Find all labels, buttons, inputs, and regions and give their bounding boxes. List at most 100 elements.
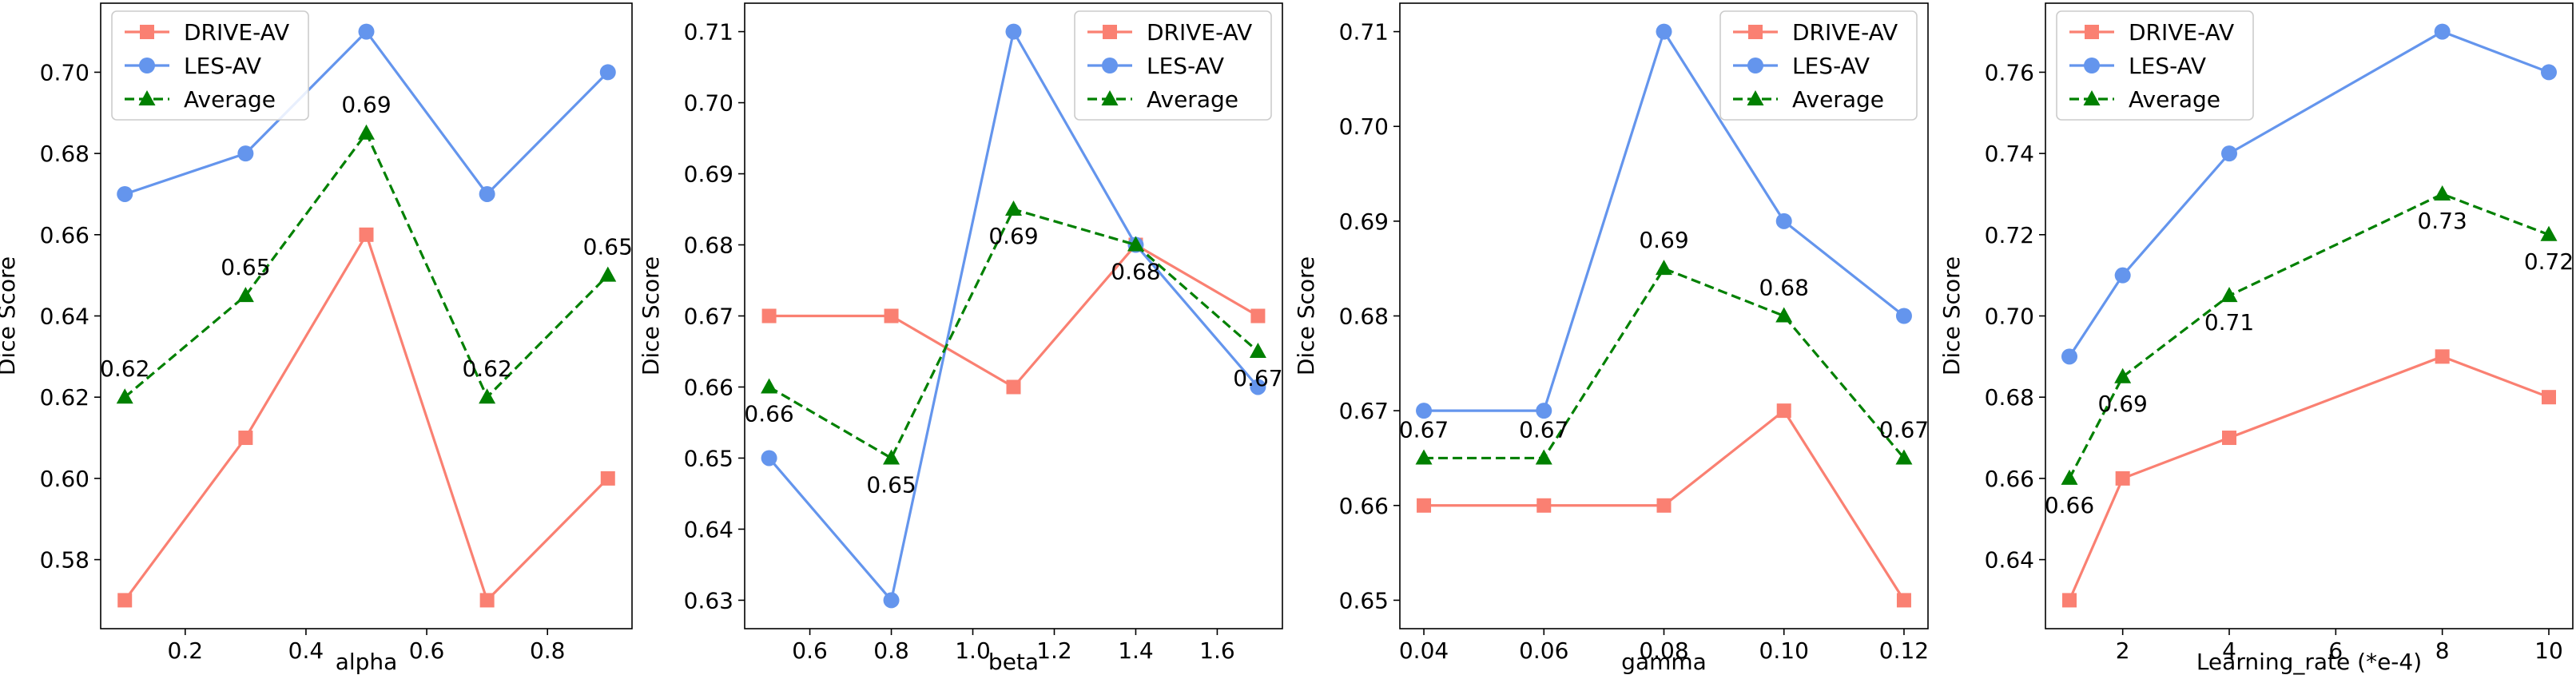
legend-marker-les-av <box>139 58 155 73</box>
x-tick-label: 0.12 <box>1879 637 1929 664</box>
x-tick-label: 1.2 <box>1036 637 1072 664</box>
x-tick-label: 8 <box>2435 637 2450 664</box>
y-tick-label: 0.71 <box>684 19 733 46</box>
data-point-les-av <box>1416 403 1433 419</box>
y-axis-label: Dice Score <box>1293 256 1319 375</box>
chart-panel-3: 0.04 0.06 0.08 0.10 0.12 0.65 0.66 0.67 0.68 0.69… <box>1293 2 1929 675</box>
legend-marker-drive-av <box>140 25 154 39</box>
data-point-average <box>2114 367 2132 383</box>
legend-label-les-av: LES-AV <box>184 53 261 79</box>
y-tick-label: 0.66 <box>684 374 733 400</box>
legend-marker-les-av <box>1747 58 1763 73</box>
data-point-les-av <box>599 64 616 81</box>
series-average <box>2061 185 2558 485</box>
x-axis-label: alpha <box>336 649 398 675</box>
data-point-les-av <box>1005 23 1022 40</box>
legend-label-les-av: LES-AV <box>1792 53 1870 79</box>
x-tick-label: 0.04 <box>1399 637 1449 664</box>
series-line-drive-av <box>123 233 609 602</box>
data-point-drive-av <box>359 227 374 242</box>
series-les-av <box>2061 23 2557 365</box>
y-tick-label: 0.69 <box>684 161 733 188</box>
data-point-drive-av <box>1656 498 1672 513</box>
chart-panel-2: 0.6 0.8 1.0 1.2 1.4 1.6 0.63 0.64 0.65 0.66 0.67 0.… <box>638 2 1283 675</box>
x-axis-label: beta <box>988 649 1039 675</box>
legend: DRIVE-AV LES-AV Average <box>1719 10 1918 121</box>
legend-marker-drive-av <box>2085 25 2099 39</box>
series-drive-av <box>761 237 1266 395</box>
data-point-les-av <box>2114 267 2131 284</box>
y-tick-label: 0.67 <box>1339 398 1389 424</box>
legend: DRIVE-AV LES-AV Average <box>111 10 309 121</box>
data-point-average <box>237 287 254 303</box>
data-point-les-av <box>1656 23 1672 40</box>
data-point-les-av <box>2541 64 2557 81</box>
y-axis-label: Dice Score <box>0 256 20 375</box>
data-point-average <box>2220 287 2238 303</box>
average-value-label: 0.66 <box>744 400 793 427</box>
legend-label-average: Average <box>184 86 276 113</box>
legend-marker-drive-av <box>1748 25 1763 39</box>
data-point-drive-av <box>1417 498 1432 513</box>
data-point-drive-av <box>2542 390 2556 405</box>
average-value-label: 0.65 <box>583 234 633 260</box>
legend-label-drive-av: DRIVE-AV <box>1792 19 1898 46</box>
data-point-drive-av <box>1006 379 1021 395</box>
x-tick-label: 1.6 <box>1199 637 1235 664</box>
series-les-av <box>117 23 616 202</box>
x-axis-label: gamma <box>1621 649 1707 675</box>
average-value-label: 0.67 <box>1399 416 1449 443</box>
data-point-average <box>1005 201 1022 216</box>
legend-label-les-av: LES-AV <box>2129 53 2206 79</box>
y-tick-label: 0.70 <box>1339 113 1389 140</box>
legend-label-average: Average <box>2129 86 2220 113</box>
x-tick-label: 0.8 <box>873 637 909 664</box>
series-drive-av <box>1417 403 1911 608</box>
data-point-drive-av <box>761 308 777 324</box>
legend-box <box>1074 10 1272 121</box>
data-point-drive-av <box>1896 593 1911 608</box>
data-point-average <box>358 124 375 140</box>
average-value-label: 0.69 <box>341 92 391 118</box>
y-tick-label: 0.65 <box>1339 587 1389 613</box>
average-value-label: 0.67 <box>1233 365 1282 391</box>
data-point-drive-av <box>2115 471 2130 486</box>
average-value-label: 0.72 <box>2524 248 2574 275</box>
data-point-average <box>1775 307 1793 323</box>
y-tick-label: 0.63 <box>684 587 733 613</box>
data-point-drive-av <box>117 593 133 608</box>
data-point-average <box>2434 185 2451 201</box>
data-point-drive-av <box>2222 431 2236 446</box>
data-point-average <box>761 378 778 394</box>
y-axis-label: Dice Score <box>1938 256 1965 375</box>
average-value-label: 0.67 <box>1519 416 1568 443</box>
series-line-average <box>2068 193 2550 479</box>
legend-label-les-av: LES-AV <box>1147 53 1224 79</box>
y-tick-label: 0.70 <box>40 59 89 85</box>
series-drive-av <box>117 227 615 608</box>
y-tick-label: 0.71 <box>1339 19 1389 46</box>
legend-label-drive-av: DRIVE-AV <box>184 19 289 46</box>
data-point-drive-av <box>479 593 495 608</box>
average-value-label: 0.67 <box>1879 416 1929 443</box>
x-tick-label: 0.10 <box>1759 637 1809 664</box>
x-tick-label: 0.6 <box>792 637 828 664</box>
data-point-drive-av <box>2062 593 2077 608</box>
data-point-drive-av <box>1536 498 1552 513</box>
data-point-drive-av <box>238 431 253 446</box>
x-tick-label: 0.8 <box>530 637 566 664</box>
x-tick-label: 1.4 <box>1118 637 1154 664</box>
average-value-label: 0.69 <box>2097 391 2147 417</box>
data-point-les-av <box>1775 212 1792 229</box>
x-tick-label: 0.4 <box>288 637 324 664</box>
y-tick-label: 0.70 <box>1985 304 2034 330</box>
y-axis-label: Dice Score <box>638 256 664 375</box>
y-tick-label: 0.67 <box>684 304 733 330</box>
legend-marker-drive-av <box>1103 25 1117 39</box>
legend-marker-average <box>1101 90 1119 105</box>
series-line-average <box>124 132 609 399</box>
average-value-label: 0.71 <box>2204 309 2254 336</box>
y-tick-label: 0.60 <box>40 466 89 492</box>
data-point-les-av <box>2434 23 2451 40</box>
data-point-average <box>599 266 617 282</box>
